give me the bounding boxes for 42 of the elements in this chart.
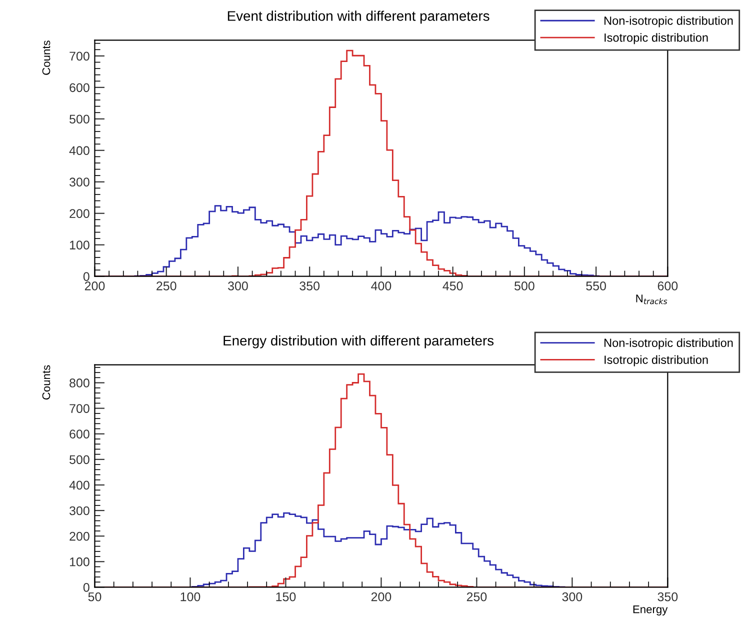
y-tick-label: 200 (70, 532, 90, 541)
x-tick-label: 200 (371, 592, 392, 602)
x-tick-label: 300 (228, 282, 248, 290)
x-tick-label: 350 (300, 282, 320, 290)
legend-label: Non-isotropic distribution (604, 16, 733, 28)
legend-label: Isotropic distribution (604, 33, 708, 44)
legend-label: Isotropic distribution (604, 355, 708, 366)
x-tick-label: 400 (371, 282, 392, 290)
y-tick-label: 500 (70, 455, 90, 464)
y-tick-label: 500 (70, 114, 90, 124)
x-tick-label: 100 (180, 592, 200, 602)
y-axis-title: Counts (42, 40, 50, 75)
y-tick-label: 700 (70, 52, 90, 61)
x-tick-label: 300 (562, 592, 582, 602)
y-tick-label: 600 (70, 430, 90, 439)
x-axis-title: Energy (633, 605, 668, 616)
chart-title: Energy distribution with different parameters (224, 335, 494, 348)
y-tick-label: 0 (83, 582, 90, 592)
y-axis-title: Counts (42, 365, 50, 400)
x-tick-label: 250 (156, 282, 176, 290)
y-tick-label: 300 (70, 178, 90, 187)
y-tick-label: 100 (70, 557, 90, 566)
x-tick-label: 550 (586, 282, 606, 290)
chart-title: Event distribution with different parameters (228, 10, 490, 24)
y-tick-label: 0 (83, 272, 90, 281)
y-tick-label: 200 (70, 209, 90, 218)
x-tick-label: 450 (442, 282, 463, 290)
x-tick-label: 600 (658, 282, 678, 290)
y-tick-label: 300 (70, 506, 90, 516)
y-tick-label: 600 (70, 83, 90, 92)
x-tick-label: 500 (514, 282, 534, 290)
y-tick-label: 400 (69, 480, 90, 490)
y-tick-label: 700 (70, 404, 90, 413)
y-tick-label: 800 (70, 378, 90, 388)
y-tick-label: 400 (69, 146, 90, 156)
x-tick-label: 250 (466, 592, 487, 602)
y-tick-label: 100 (70, 240, 90, 250)
x-tick-label: 150 (276, 592, 296, 602)
legend-label: Non-isotropic distribution (604, 338, 733, 350)
x-tick-label: 350 (658, 592, 678, 602)
x-axis-title: N$_{tracks}$ (636, 294, 668, 304)
x-tick-label: 50 (88, 592, 102, 602)
